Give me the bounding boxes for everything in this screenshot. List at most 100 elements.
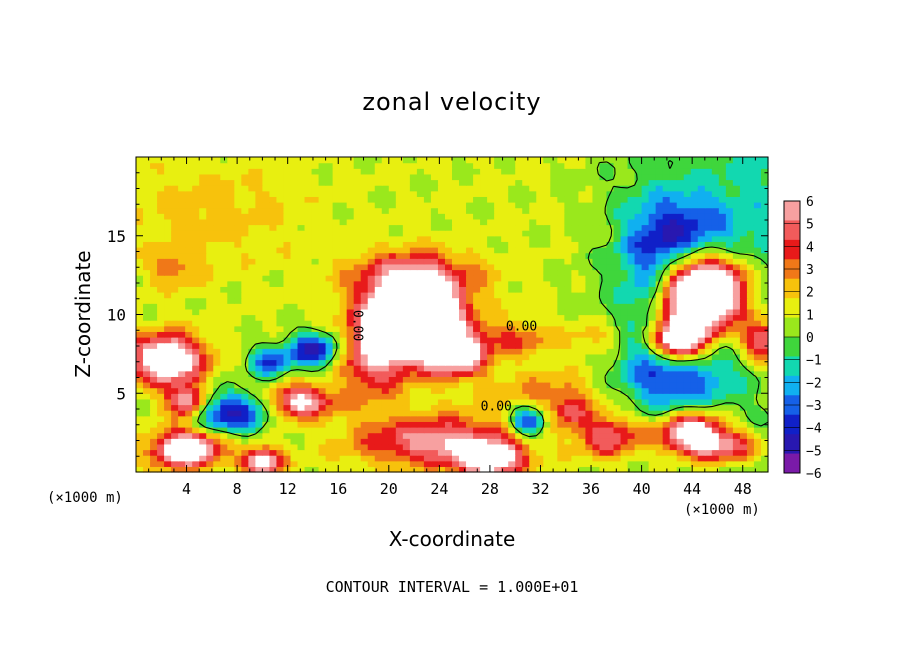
field-cell — [255, 247, 263, 254]
field-cell — [360, 348, 369, 355]
field-cell — [283, 269, 292, 276]
field-cell — [746, 398, 755, 406]
field-cell — [374, 292, 383, 299]
field-cell — [683, 235, 692, 242]
field-cell — [157, 185, 165, 192]
field-cell — [234, 455, 242, 462]
field-cell — [269, 218, 278, 226]
field-cell — [416, 365, 425, 372]
field-cell — [620, 297, 629, 304]
field-cell — [711, 297, 720, 304]
field-cell — [423, 303, 432, 310]
field-cell — [494, 443, 502, 451]
field-cell — [297, 370, 306, 377]
field-cell — [466, 455, 474, 462]
field-cell — [276, 275, 285, 282]
field-cell — [136, 382, 144, 389]
field-cell — [543, 190, 551, 197]
field-cell — [276, 196, 285, 203]
field-cell — [262, 421, 271, 428]
field-cell — [480, 455, 488, 462]
field-cell — [360, 202, 369, 209]
field-cell — [178, 275, 186, 282]
field-cell — [487, 263, 495, 271]
field-cell — [571, 269, 579, 276]
field-cell — [515, 168, 523, 175]
field-cell — [304, 157, 313, 164]
field-cell — [599, 202, 608, 209]
field-cell — [564, 280, 572, 287]
field-cell — [234, 280, 242, 287]
field-cell — [430, 218, 439, 226]
field-cell — [178, 337, 186, 344]
field-cell — [255, 230, 263, 237]
field-cell — [599, 263, 608, 271]
field-cell — [311, 432, 320, 439]
field-cell — [473, 275, 481, 282]
field-cell — [557, 218, 565, 226]
field-cell — [627, 196, 636, 203]
field-cell — [760, 331, 769, 338]
field-cell — [599, 162, 608, 169]
field-cell — [325, 449, 334, 456]
field-cell — [276, 241, 285, 248]
field-cell — [494, 466, 502, 473]
field-cell — [473, 353, 481, 361]
field-cell — [164, 353, 172, 361]
field-cell — [501, 365, 509, 372]
field-cell — [522, 320, 530, 327]
field-cell — [395, 393, 404, 400]
field-cell — [599, 185, 608, 192]
field-cell — [732, 398, 741, 406]
field-cell — [262, 213, 271, 220]
field-cell — [606, 370, 615, 377]
field-cell — [290, 230, 299, 237]
field-cell — [248, 269, 256, 276]
field-cell — [430, 241, 439, 248]
field-cell — [732, 269, 741, 276]
field-cell — [480, 353, 488, 361]
field-cell — [409, 359, 418, 366]
field-cell — [297, 337, 306, 344]
field-cell — [473, 196, 481, 203]
field-cell — [760, 247, 769, 254]
field-cell — [655, 286, 664, 293]
field-cell — [374, 438, 383, 445]
field-cell — [501, 235, 509, 242]
field-cell — [732, 252, 741, 259]
field-cell — [739, 286, 748, 293]
field-cell — [374, 202, 383, 209]
field-cell — [655, 235, 664, 242]
field-cell — [711, 190, 720, 197]
field-cell — [746, 410, 755, 417]
field-cell — [606, 320, 615, 327]
field-cell — [402, 370, 411, 377]
field-cell — [430, 460, 439, 467]
field-cell — [634, 185, 643, 192]
field-cell — [662, 449, 671, 456]
field-cell — [655, 325, 664, 332]
field-cell — [683, 370, 692, 377]
field-cell — [753, 320, 762, 327]
field-cell — [178, 376, 186, 383]
field-cell — [283, 438, 292, 445]
field-cell — [648, 286, 657, 293]
field-cell — [416, 460, 425, 467]
field-cell — [248, 353, 256, 361]
field-cell — [655, 292, 664, 299]
field-cell — [627, 247, 636, 254]
field-cell — [311, 202, 320, 209]
field-cell — [557, 275, 565, 282]
field-cell — [522, 297, 530, 304]
field-cell — [620, 213, 629, 220]
field-cell — [262, 269, 271, 276]
field-cell — [206, 449, 214, 456]
field-cell — [199, 286, 207, 293]
field-cell — [304, 314, 313, 321]
field-cell — [430, 387, 439, 394]
field-cell — [466, 280, 474, 287]
field-cell — [199, 455, 207, 462]
field-cell — [641, 331, 650, 338]
field-cell — [683, 342, 692, 349]
field-cell — [662, 460, 671, 467]
